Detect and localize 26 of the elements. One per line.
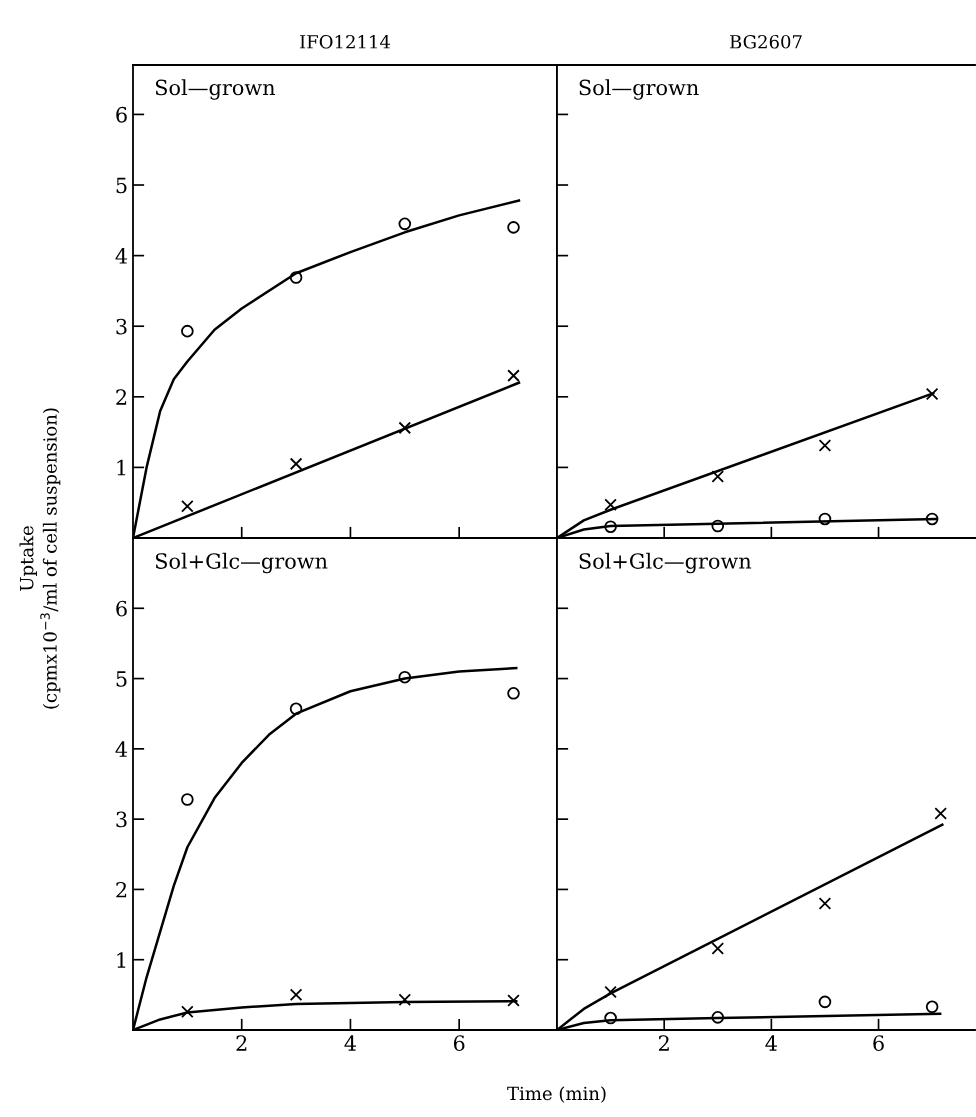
x-tick-label: 6 (453, 1035, 465, 1051)
y-tick-label: 2 (116, 881, 127, 898)
annotation: Sol—grown (155, 79, 276, 100)
x-tick-label: 4 (344, 1035, 357, 1051)
x-tick-label: 6 (873, 1035, 884, 1051)
y-tick-label: 4 (115, 741, 128, 757)
y-tick-label: 3 (116, 318, 127, 335)
x-tick-label: 2 (658, 1035, 669, 1051)
x-axis-title: Time (min) (507, 1086, 606, 1103)
chart-title: IFO12114 (300, 34, 391, 49)
y-tick-label: 5 (116, 671, 127, 687)
y-tick-label: 5 (116, 177, 127, 194)
y-tick-label: 4 (115, 248, 128, 264)
chart-title: BG2607 (730, 34, 802, 49)
y-tick-label: 6 (116, 106, 127, 123)
text: Uptake (cpmx10$^{−3}$/ml of cell suspension) (19, 408, 61, 709)
y-tick-label: 1 (117, 459, 126, 476)
annotation: Sol+Glc—grown (155, 552, 328, 574)
x-tick-label: 2 (236, 1035, 247, 1051)
annotation: Sol+Glc—grown (579, 552, 752, 574)
y-tick-label: 2 (116, 389, 127, 405)
x-tick-label: 4 (765, 1035, 777, 1051)
y-tick-label: 3 (116, 811, 127, 828)
y-tick-label: 6 (116, 600, 127, 617)
annotation: Sol—grown (579, 79, 699, 100)
y-tick-label: 1 (117, 952, 126, 968)
